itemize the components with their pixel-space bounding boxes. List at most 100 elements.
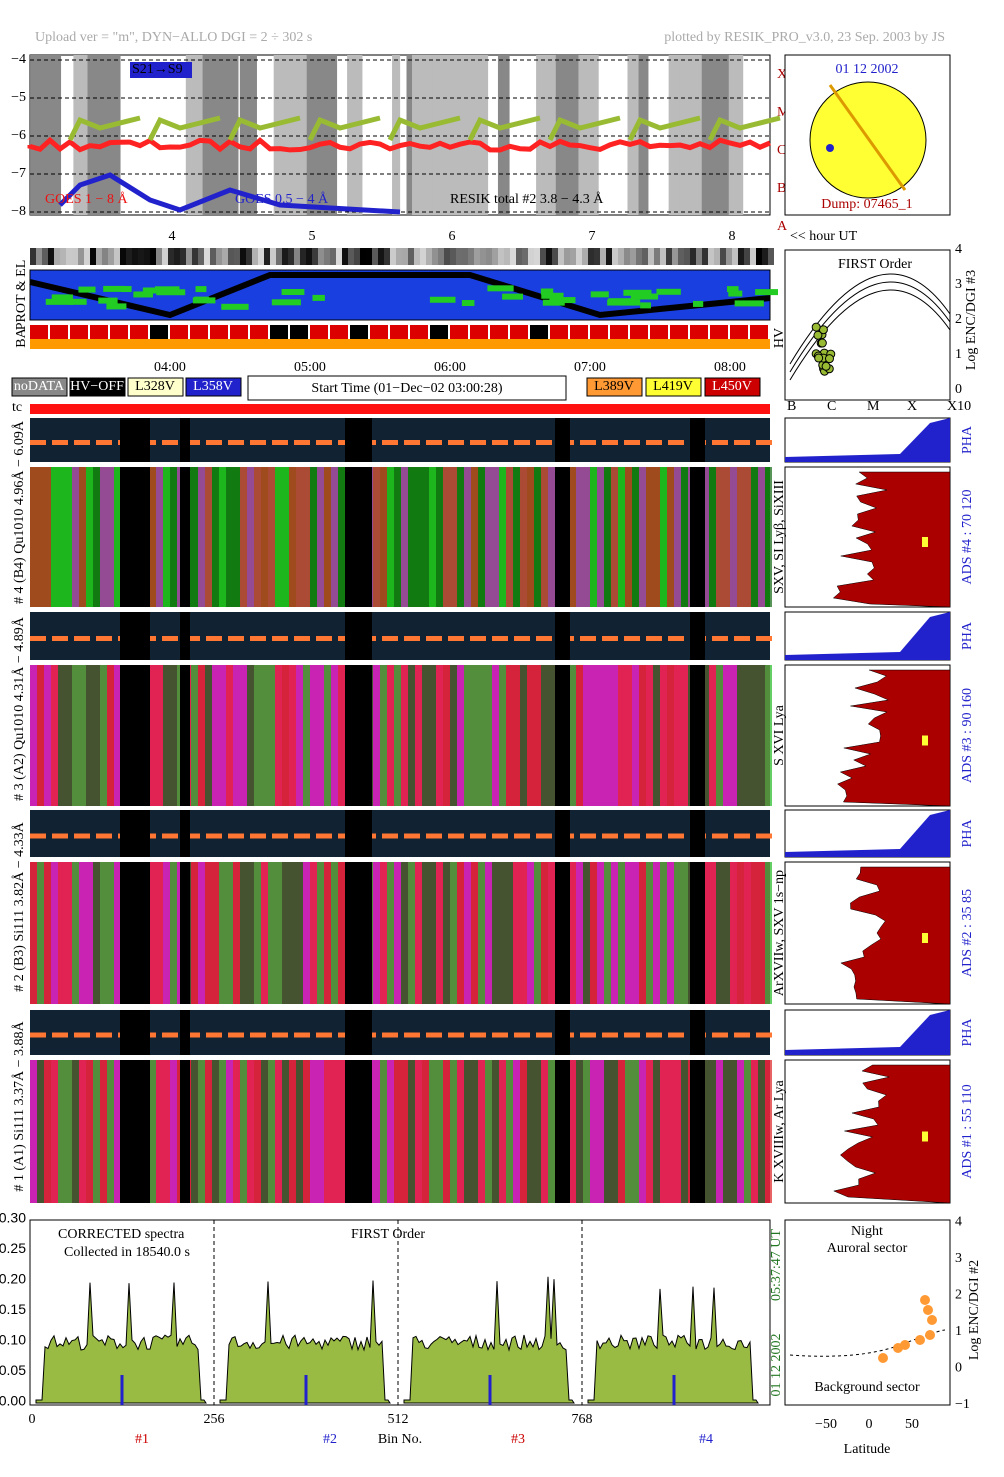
resik-curve xyxy=(307,115,381,142)
el-strip xyxy=(474,248,480,265)
spectral-stripe xyxy=(520,467,527,607)
pha-line xyxy=(294,833,310,839)
spectral-stripe xyxy=(751,665,758,806)
x-tick-label: 0 xyxy=(866,1417,873,1432)
label: L358V xyxy=(193,379,233,394)
pha-line xyxy=(184,833,200,839)
pha-line xyxy=(294,636,310,641)
spectral-stripe xyxy=(100,1060,107,1203)
pha-line xyxy=(514,636,530,641)
orbit-fill xyxy=(103,285,126,292)
spectral-stripe xyxy=(191,665,198,806)
spectral-stripe xyxy=(289,1060,296,1203)
spectral-stripe xyxy=(744,862,751,1004)
vertical-label: # 4 (B4) Qu1010 4.96Å − 6.09Å xyxy=(11,420,27,604)
spectral-stripe xyxy=(730,665,737,806)
spectral-stripe xyxy=(310,665,317,806)
el-strip xyxy=(630,248,636,265)
el-strip xyxy=(636,248,642,265)
spectral-stripe xyxy=(331,467,338,607)
spectral-stripe xyxy=(44,665,51,806)
pha-line xyxy=(30,636,46,641)
el-strip xyxy=(738,248,744,265)
spectral-stripe xyxy=(443,665,450,806)
spectral-stripe xyxy=(709,467,716,607)
spectral-stripe xyxy=(506,862,513,1004)
pha-line xyxy=(404,636,420,641)
pha-line xyxy=(74,833,90,839)
pha-line xyxy=(250,440,266,445)
spectral-stripe xyxy=(674,467,681,607)
spectral-stripe xyxy=(422,1060,429,1203)
pha-line xyxy=(96,1032,112,1038)
spectral-stripe xyxy=(492,467,499,607)
el-strip xyxy=(360,248,366,265)
orbit-fill xyxy=(541,292,564,299)
spectral-stripe xyxy=(541,467,548,607)
el-strip xyxy=(492,248,498,265)
spectral-stripe xyxy=(310,1060,317,1203)
spectral-stripe xyxy=(93,467,100,607)
pha-line xyxy=(74,1032,90,1038)
el-strip xyxy=(210,248,216,265)
spectral-stripe xyxy=(471,665,478,806)
time-tick: 05:00 xyxy=(294,360,326,375)
x-tick-label: 256 xyxy=(204,1412,225,1427)
spectral-stripe xyxy=(149,862,156,1004)
spectral-stripe xyxy=(37,467,44,607)
gap xyxy=(345,612,372,660)
el-strip xyxy=(114,248,120,265)
label: GOES 1 − 8 Å xyxy=(45,191,128,207)
spectral-stripe xyxy=(590,1060,597,1203)
resik-curve xyxy=(707,115,781,142)
hour-tick: 8 xyxy=(729,229,736,244)
ads-histogram xyxy=(833,1064,951,1204)
latitude-point xyxy=(878,1353,888,1363)
spectral-stripe xyxy=(261,1060,268,1203)
el-strip xyxy=(108,248,114,265)
label: Night xyxy=(851,1224,883,1239)
orbit-fill xyxy=(623,289,652,296)
spectral-stripe xyxy=(681,467,688,607)
latitude-panel xyxy=(784,1219,951,1406)
spectral-stripe xyxy=(527,665,534,806)
spectral-stripe xyxy=(156,1060,163,1203)
time-tick: 08:00 xyxy=(714,360,746,375)
night-band xyxy=(392,55,401,215)
spectral-stripe xyxy=(408,862,415,1004)
el-strip xyxy=(408,248,414,265)
el-strip xyxy=(624,248,630,265)
orbit-fill xyxy=(540,288,554,295)
pha-line xyxy=(426,636,442,641)
spectral-stripe xyxy=(541,665,548,806)
el-strip xyxy=(768,248,774,265)
orbit-fill xyxy=(312,294,325,301)
spectral-stripe xyxy=(436,1060,443,1203)
el-strip xyxy=(378,248,384,265)
spectral-stripe xyxy=(534,1060,541,1203)
spectral-stripe xyxy=(632,665,639,806)
y-tick-label: 4 xyxy=(955,1215,962,1230)
gap xyxy=(180,862,190,1004)
spectral-stripe xyxy=(72,665,79,806)
first-order-point xyxy=(821,361,831,371)
resik-curve xyxy=(227,115,301,142)
spectral-stripe xyxy=(198,665,205,806)
gap xyxy=(180,810,190,857)
pha-line xyxy=(492,440,508,445)
class-label: A xyxy=(777,219,788,234)
el-strip xyxy=(324,248,330,265)
pha-line xyxy=(712,440,728,445)
spectral-stripe xyxy=(702,467,709,607)
spectral-stripe xyxy=(702,1060,709,1203)
el-strip xyxy=(498,248,504,265)
spectral-stripe xyxy=(240,665,247,806)
class-label: X xyxy=(777,67,787,82)
spectral-stripe xyxy=(86,665,93,806)
night-band xyxy=(578,55,599,215)
y-tick-label: −4 xyxy=(11,52,26,67)
spectral-stripe xyxy=(450,467,457,607)
pha-line xyxy=(734,440,750,445)
pha-line xyxy=(404,1032,420,1038)
spectral-stripe xyxy=(324,467,331,607)
